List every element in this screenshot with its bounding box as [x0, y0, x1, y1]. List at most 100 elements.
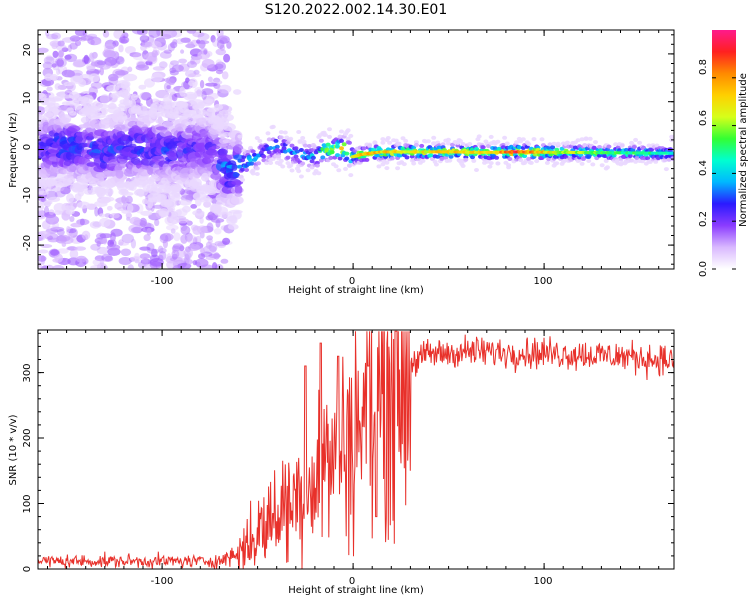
spectrogram-cell — [637, 140, 643, 145]
spectrogram-cell — [231, 163, 238, 171]
spectrogram-cell — [94, 255, 105, 262]
spectrogram-cell — [70, 222, 83, 228]
spectrogram-cell — [114, 197, 127, 203]
spectrogram-cell — [198, 40, 206, 49]
spectrogram-cell — [61, 47, 69, 52]
spectrogram-cell — [396, 141, 402, 146]
spectrogram-cell — [492, 146, 498, 151]
spectrogram-cell — [240, 167, 246, 172]
spectrogram-cell — [237, 134, 243, 139]
spectrogram-cell — [66, 193, 75, 203]
spectrogram-cell — [278, 130, 284, 135]
spectrogram-cell — [160, 232, 174, 242]
spectrogram-cell — [436, 145, 442, 150]
spectrogram-cell — [205, 149, 218, 156]
spectrogram-cell — [88, 73, 100, 83]
spectrogram-cell — [222, 123, 236, 132]
spectrogram-cell — [254, 172, 260, 176]
spectrogram-cell — [339, 146, 344, 151]
spectrogram-cell — [639, 159, 645, 164]
spectrogram-cell — [127, 116, 137, 122]
spectrogram-cell — [38, 262, 43, 268]
spectrogram-cell — [336, 168, 342, 173]
spectrogram-cell — [67, 125, 81, 132]
spectrogram-cell — [106, 244, 121, 251]
spectrogram-cell — [63, 81, 74, 87]
cb-tick-label-4: 0.8 — [698, 59, 709, 75]
spectrogram-cell — [168, 78, 176, 86]
spectrogram-cell — [345, 136, 351, 141]
spectrogram-cell — [322, 132, 328, 137]
spectrogram-cell — [139, 217, 147, 228]
cb-tick-label-1: 0.2 — [698, 211, 709, 227]
spectrogram-cell — [339, 129, 344, 134]
spectrogram-cell — [431, 141, 437, 146]
spectrogram-cell — [117, 241, 130, 246]
spectrogram-cell — [51, 63, 57, 68]
spectrogram-cell — [69, 35, 81, 42]
spectrogram-cell — [606, 144, 612, 149]
spectrogram-cell — [104, 213, 112, 218]
spectrogram-cell — [113, 124, 126, 131]
spectrogram-cell — [54, 83, 61, 91]
snr-xtick-label-0: -100 — [151, 576, 174, 587]
spectrogram-cell — [590, 162, 596, 167]
spectrogram-cell — [115, 169, 124, 179]
spec-ytick-label-3: 10 — [22, 92, 33, 105]
spectrogram-cell — [104, 255, 114, 262]
spectrogram-cell — [435, 154, 441, 159]
spectrogram-cell — [237, 164, 243, 169]
spectrogram-cell — [99, 233, 113, 239]
spectrogram-cell — [631, 145, 637, 149]
spectrogram-cell — [100, 196, 115, 202]
spectrogram-cell — [110, 228, 123, 237]
spectrogram-cell — [127, 203, 134, 213]
spectrogram-cell — [186, 61, 197, 68]
spectrogram-cell — [47, 225, 59, 231]
spectrogram-cell — [504, 141, 510, 146]
spectrogram-cell — [151, 72, 163, 83]
spectrogram-cell — [151, 50, 158, 58]
spectrogram-cell — [66, 225, 71, 233]
spectrogram-cell — [344, 151, 350, 156]
spectrogram-cell — [66, 228, 77, 234]
spectrogram-cell — [50, 226, 65, 232]
spectrogram-cell — [180, 234, 188, 244]
spectrogram-cell — [215, 48, 227, 56]
spec-xtick-label-2: 100 — [533, 276, 552, 287]
spectrogram-cell — [47, 196, 61, 202]
spectrogram-cell — [335, 153, 340, 158]
spectrogram-cell — [234, 192, 243, 197]
spectrogram-cell — [288, 163, 294, 168]
spectrogram-cell — [94, 206, 99, 217]
spectrogram-cell — [207, 76, 213, 83]
spectrogram-cell — [180, 49, 185, 54]
spectrogram-cell — [136, 30, 148, 36]
spectrogram-cell — [96, 246, 109, 255]
snr-xtick-label-2: 100 — [533, 576, 552, 587]
spectrogram-cell — [484, 159, 490, 164]
spectrogram-cell — [297, 139, 303, 144]
spectrogram-cell — [300, 161, 306, 166]
spectrogram-cell — [203, 201, 212, 208]
spectrogram-cell — [575, 138, 581, 143]
spectrogram-cell — [163, 30, 178, 38]
spectrogram-cell — [38, 106, 46, 116]
spectrogram-cell — [380, 140, 386, 145]
spectrogram-cell — [516, 145, 522, 150]
spectrogram-cell — [179, 86, 186, 97]
spectrogram-cell — [186, 93, 197, 100]
spectrogram-cell — [56, 58, 64, 67]
spectrogram-cell — [289, 143, 295, 148]
spectrogram-cell — [158, 251, 167, 261]
spectrogram-cell — [384, 166, 390, 171]
spectrogram-cell — [343, 166, 348, 171]
spectrogram-cell — [278, 135, 284, 140]
spectrogram-cell — [296, 169, 302, 174]
spectrogram-cell — [38, 47, 49, 53]
spectrogram-cell — [130, 238, 136, 249]
spectrogram-cell — [146, 176, 160, 182]
figure-title: S120.2022.002.14.30.E01 — [265, 2, 448, 18]
spectrogram-cell — [190, 109, 202, 116]
spectrogram-cell — [550, 145, 556, 150]
